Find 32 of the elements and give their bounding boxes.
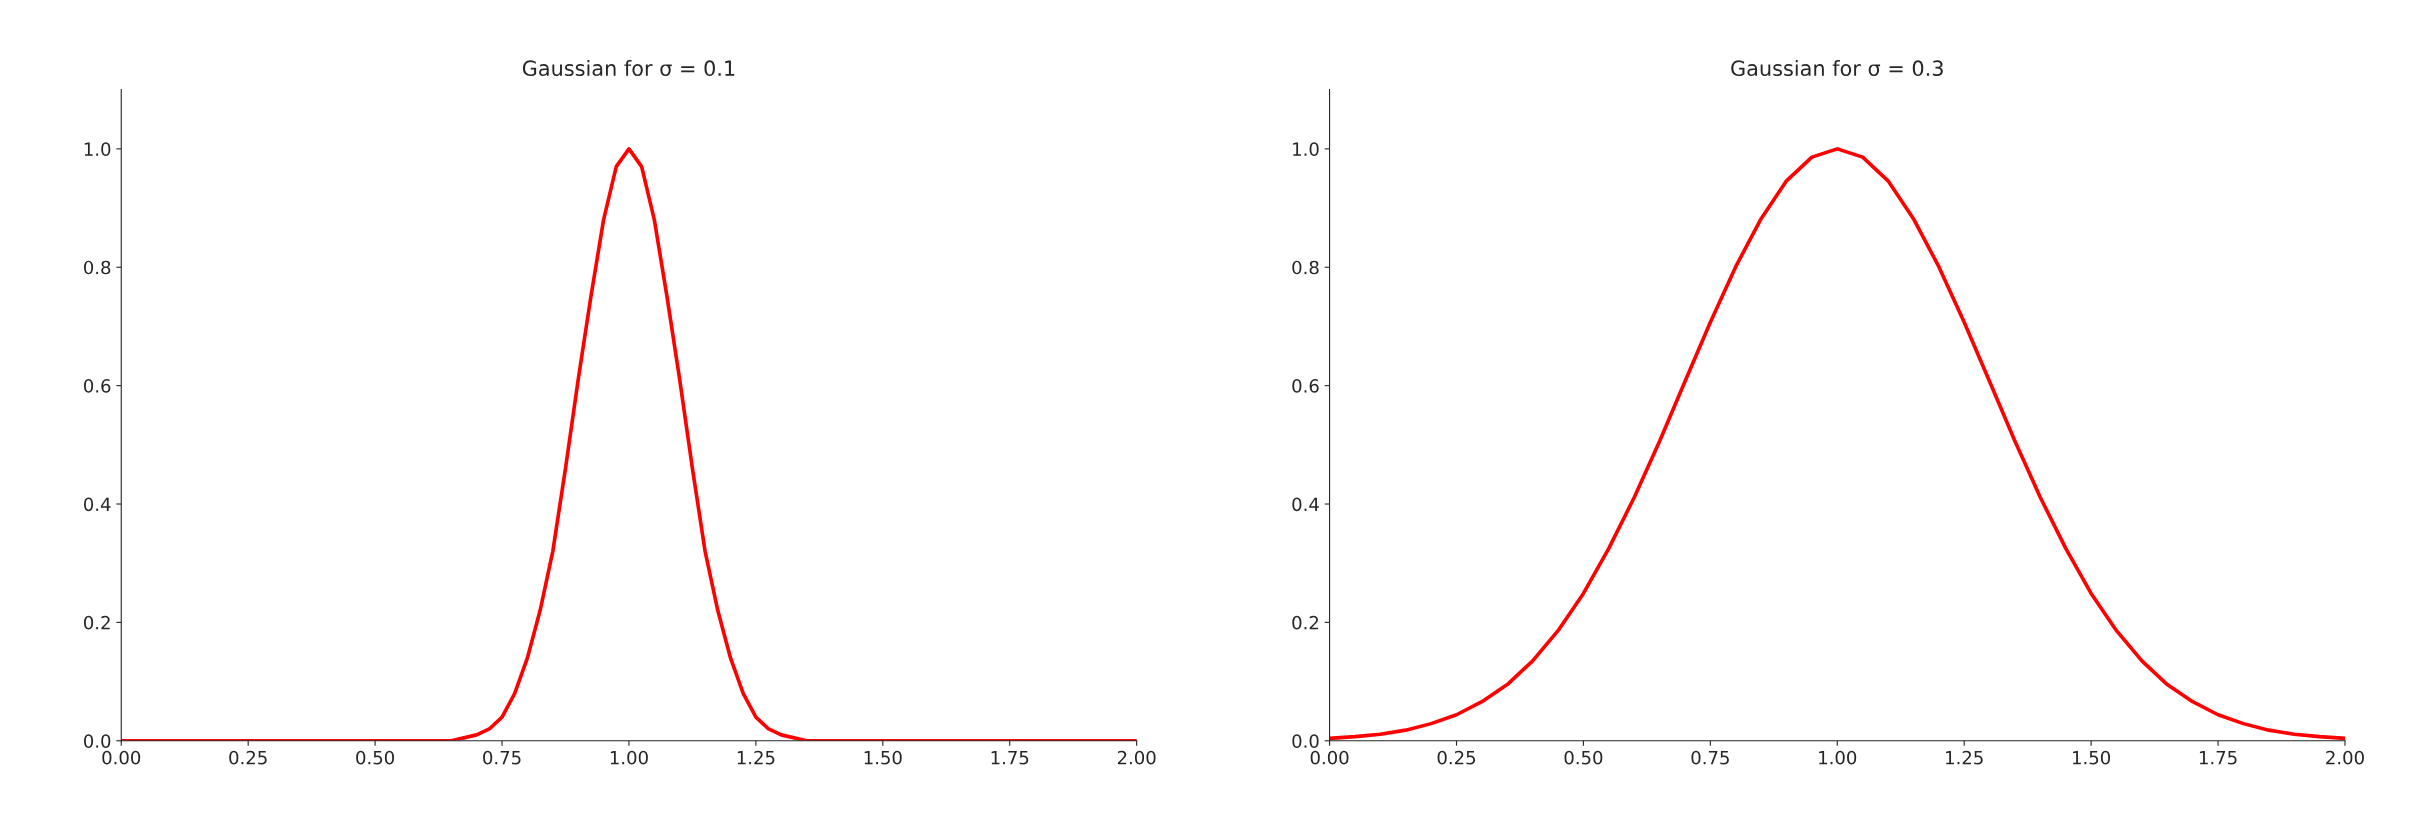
chart-title: Gaussian for σ = 0.1: [522, 59, 735, 77]
x-tick-label: 1.50: [2073, 750, 2111, 765]
x-tick-label: 1.25: [1946, 750, 1983, 765]
x-tick-label: 0.75: [1691, 750, 1729, 765]
x-tick-label: 1.50: [864, 750, 902, 765]
x-tick-label: 1.75: [991, 751, 1029, 765]
y-tick-label: 0.2: [84, 615, 110, 630]
x-tick-label: 1.00: [1819, 750, 1857, 765]
y-tick-label: 0.0: [1292, 734, 1319, 748]
x-tick-label: 0.50: [1564, 750, 1603, 765]
x-tick-label: 1.25: [737, 750, 775, 765]
y-tick-label: 0.2: [1292, 615, 1319, 630]
x-tick-label: 0.50: [356, 750, 394, 765]
y-tick-label: 0.8: [84, 260, 111, 275]
x-tick-label: 0.25: [1437, 750, 1476, 765]
y-tick-label: 1.0: [1293, 142, 1319, 156]
x-tick-label: 0.00: [102, 750, 141, 765]
y-tick-label: 0.8: [1292, 260, 1319, 275]
y-tick-label: 1.0: [84, 142, 111, 156]
y-tick-label: 0.4: [84, 497, 111, 512]
x-tick-label: 0.00: [1310, 750, 1349, 765]
x-tick-label: 0.25: [229, 750, 267, 765]
y-tick-label: 0.4: [1292, 497, 1319, 512]
x-tick-label: 0.75: [483, 750, 521, 765]
x-tick-label: 1.75: [2199, 751, 2237, 765]
x-tick-label: 1.00: [610, 750, 648, 765]
x-tick-label: 2.00: [1117, 750, 1156, 765]
y-tick-label: 0.6: [1292, 379, 1319, 393]
y-tick-label: 0.0: [84, 734, 111, 748]
x-tick-label: 2.00: [2326, 750, 2364, 765]
chart-title: Gaussian for σ = 0.3: [1731, 59, 1943, 77]
y-tick-label: 0.6: [84, 379, 111, 393]
